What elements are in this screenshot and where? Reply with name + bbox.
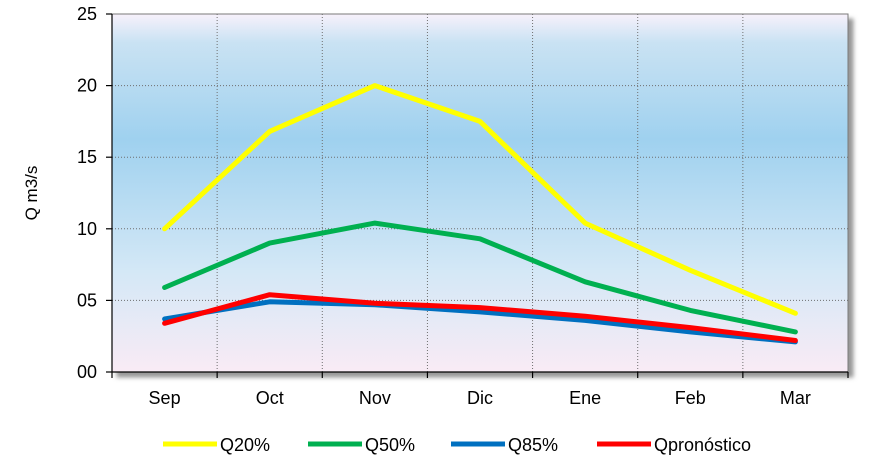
- y-tick-label: 05: [77, 290, 97, 310]
- x-tick-label: Oct: [256, 388, 284, 408]
- y-tick-label: 10: [77, 219, 97, 239]
- x-tick-label: Sep: [149, 388, 181, 408]
- series-line: [162, 292, 798, 343]
- series-line: [162, 83, 798, 316]
- x-tick-labels: Sep Oct Nov Dic Ene Feb Mar: [149, 388, 811, 408]
- series-lines: [162, 83, 798, 345]
- y-tick-label: 00: [77, 362, 97, 382]
- legend-label: Q50%: [365, 435, 415, 455]
- series-line: [162, 220, 798, 335]
- x-tick-label: Nov: [359, 388, 391, 408]
- legend-label: Q85%: [508, 435, 558, 455]
- y-tick-label: 25: [77, 4, 97, 24]
- y-axis-label: Q m3/s: [22, 166, 41, 221]
- x-tick-label: Ene: [569, 388, 601, 408]
- x-tick-label: Feb: [675, 388, 706, 408]
- axes: [106, 13, 849, 378]
- x-tick-label: Mar: [780, 388, 811, 408]
- series-line: [162, 299, 798, 345]
- x-tick-label: Dic: [467, 388, 493, 408]
- y-tick-labels: 00 05 10 15 20 25: [77, 4, 97, 382]
- legend-label: Qpronóstico: [654, 435, 751, 455]
- y-tick-label: 20: [77, 76, 97, 96]
- legend: Q20% Q50% Q85% Qpronóstico: [163, 435, 751, 455]
- legend-label: Q20%: [220, 435, 270, 455]
- y-tick-label: 15: [77, 147, 97, 167]
